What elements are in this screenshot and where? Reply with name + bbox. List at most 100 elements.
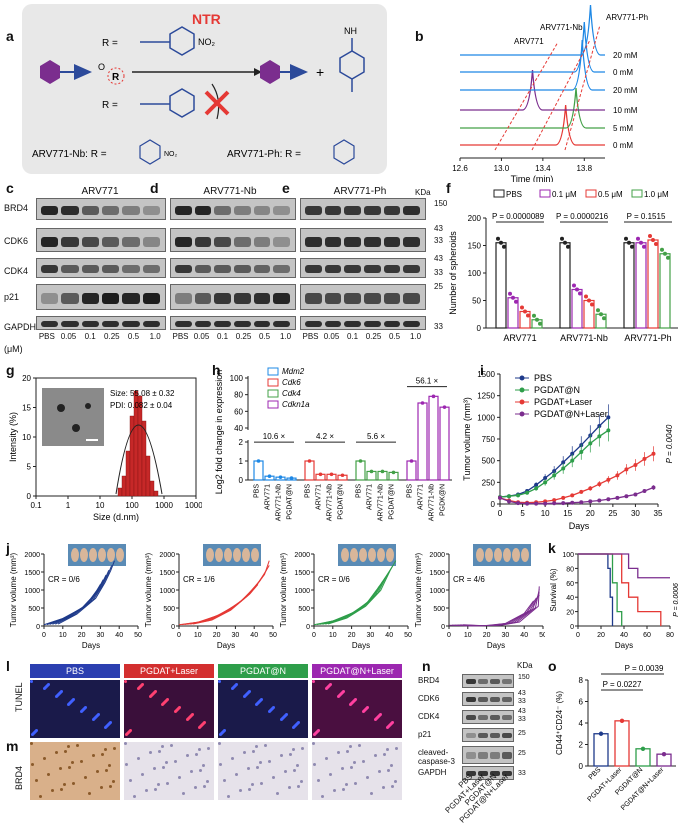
blot-band: [253, 206, 271, 215]
blot-band: [175, 236, 192, 247]
i-point: [552, 498, 557, 503]
j-mouse: [503, 548, 511, 562]
i-point: [507, 499, 512, 504]
tunel-cell: [329, 683, 332, 686]
f-pvalue: P = 0.0000089: [492, 212, 545, 221]
blot-band: [305, 265, 322, 274]
blot-row: [300, 316, 426, 330]
j-ytick-label: 1500: [159, 570, 175, 577]
g-xtick-label: 1000: [155, 501, 173, 510]
i-point: [579, 489, 584, 494]
n-blot-row: [462, 746, 514, 764]
k-survival-line: [578, 553, 614, 626]
blot-row: [36, 198, 166, 220]
h-legend-swatch: [267, 378, 279, 387]
lane-label: PBS: [172, 332, 189, 341]
i-point: [570, 451, 575, 456]
n-row-label: GAPDH: [418, 768, 447, 777]
ihc-cell: [105, 769, 108, 772]
f-dot: [575, 287, 579, 292]
i-point: [516, 493, 521, 498]
g-xtick-label: 1: [66, 501, 71, 510]
o-pvalue: P = 0.0227: [603, 680, 642, 689]
blot-band: [175, 293, 192, 305]
blot-band: [234, 236, 251, 247]
j-curve: [178, 584, 259, 626]
j-cr-label: CR = 0/6: [318, 575, 350, 584]
j-curve: [460, 589, 540, 627]
j-xtick-label: 50: [134, 632, 142, 639]
h-xtick-label: PGDAT@N: [389, 484, 396, 520]
i-point: [516, 501, 521, 506]
panel-label-l: l: [6, 658, 10, 674]
ihc-cell: [268, 760, 271, 763]
kda-43a: 43: [434, 224, 443, 233]
h-xtick-label: ARV771: [316, 484, 323, 510]
ihc-cell: [256, 766, 259, 769]
b-xtick-label: 13.0: [494, 164, 510, 173]
blot-band: [214, 321, 231, 327]
g-xlabel: Size (d.nm): [93, 512, 139, 522]
ihc-cell: [112, 780, 115, 783]
f-ytick-label: 0: [477, 324, 482, 333]
j-mouse: [521, 548, 529, 562]
h-dot: [442, 405, 447, 409]
blot-band: [234, 293, 251, 305]
ihc-image: [124, 742, 214, 800]
o-bar: [614, 720, 630, 767]
h-fold-label: 10.6 ×: [263, 432, 286, 441]
blot-band: [41, 265, 59, 274]
blot-band: [214, 293, 231, 305]
ihc-cell: [203, 785, 206, 788]
h-dot: [420, 401, 425, 405]
h-dot: [318, 472, 323, 477]
ihc-cell: [231, 757, 234, 760]
blot-band: [102, 236, 120, 247]
o-bar: [593, 733, 609, 767]
ihc-cell: [395, 747, 398, 750]
i-xtick-label: 25: [608, 509, 617, 518]
blot-row: [300, 228, 426, 252]
i-point: [552, 501, 557, 506]
lane-label: 0.05: [60, 332, 77, 341]
j-cr-label: CR = 1/6: [183, 575, 215, 584]
j-xtick-label: 40: [115, 632, 123, 639]
blot-band: [61, 236, 79, 247]
ihc-cell: [289, 753, 292, 756]
b-xtick-label: 13.4: [535, 164, 551, 173]
ihc-cell: [67, 745, 70, 748]
ihc-cell: [312, 742, 315, 745]
blot-band: [305, 321, 322, 327]
n-blot-band: [478, 751, 488, 759]
b-trace-label: 20 mM: [613, 51, 638, 60]
n-kda: 25: [518, 730, 526, 737]
n-blot-band: [502, 696, 512, 702]
j-curve: [316, 579, 385, 626]
lanes-d: PBS 0.05 0.1 0.25 0.5 1.0: [170, 332, 296, 346]
b-guide: [564, 24, 601, 151]
j-xtick-label: 20: [483, 632, 491, 639]
wb-d-title: ARV771-Nb: [203, 186, 257, 197]
blot-row: [36, 284, 166, 310]
ihc-cell: [251, 783, 254, 786]
ihc-image: [218, 742, 308, 800]
k-xlabel: Days: [615, 641, 633, 650]
i-xtick-label: 35: [654, 509, 663, 518]
blot-band: [102, 321, 120, 327]
i-point: [561, 466, 566, 471]
product-hexagon: [260, 60, 280, 84]
ihc-cell: [165, 761, 168, 764]
o-xtick-label: PBS: [588, 766, 603, 781]
h-xtick-label: ARV771-Nb: [276, 484, 283, 521]
g-hist-bar: [117, 487, 123, 497]
ihc-cell: [199, 769, 202, 772]
k-xtick-label: 40: [620, 632, 628, 639]
b-trace-label: 20 mM: [613, 86, 638, 95]
k-ytick-label: 0: [570, 624, 574, 631]
ihc-cell: [84, 776, 87, 779]
i-point: [525, 501, 530, 506]
j-mouse: [359, 548, 367, 562]
j-mouse: [116, 548, 124, 562]
r-eq-1: R =: [102, 38, 118, 49]
f-dot: [602, 316, 606, 321]
